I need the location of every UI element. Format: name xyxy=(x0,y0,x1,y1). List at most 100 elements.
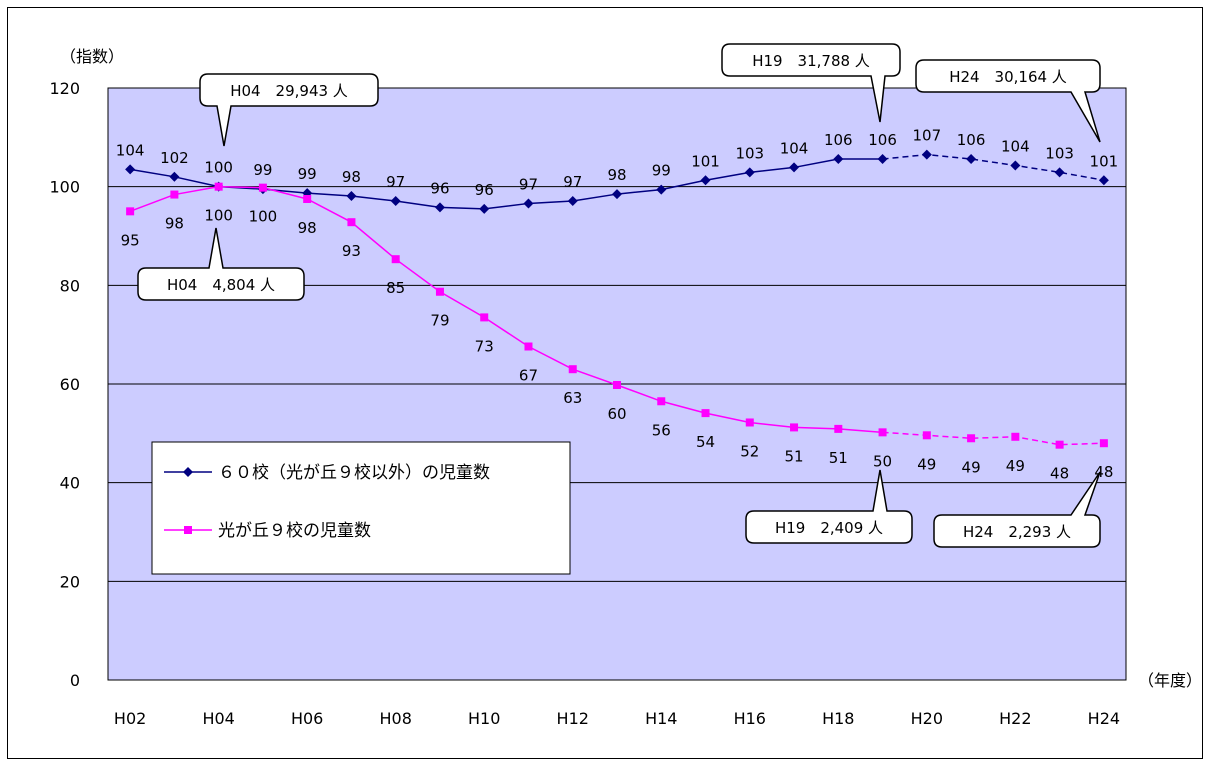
callout: H19 31,788 人 xyxy=(721,43,901,123)
series-1-point xyxy=(479,203,490,214)
callout-text: H19 31,788 人 xyxy=(752,52,870,70)
x-tick-label: H02 xyxy=(114,709,146,728)
data-label: 98 xyxy=(342,168,361,186)
legend-marker-diamond xyxy=(183,467,193,477)
x-tick-label: H18 xyxy=(822,709,854,728)
series-1-point xyxy=(744,167,755,178)
legend-series-1: ６０校（光が丘９校以外）の児童数 xyxy=(218,463,490,483)
series-2-point xyxy=(258,183,267,192)
legend-series-2: 光が丘９校の児童数 xyxy=(218,521,371,541)
data-label: 98 xyxy=(607,166,626,184)
x-tick-label: H14 xyxy=(645,709,677,728)
callout-text: H19 2,409 人 xyxy=(775,519,883,537)
callout: H19 2,409 人 xyxy=(745,469,913,544)
x-tick-label: H04 xyxy=(202,709,234,728)
series-2-point xyxy=(878,428,887,437)
data-label: 50 xyxy=(873,452,892,470)
x-tick-label: H08 xyxy=(380,709,412,728)
y-tick-label: 40 xyxy=(60,474,80,493)
series-2-point xyxy=(613,380,621,389)
x-axis-label: （年度） xyxy=(1138,671,1202,690)
series-1-point xyxy=(1010,160,1021,171)
data-label: 104 xyxy=(116,141,145,159)
series-1-point xyxy=(390,195,401,206)
data-label: 100 xyxy=(204,159,233,177)
data-label: 104 xyxy=(1001,137,1030,155)
series-2-point xyxy=(745,418,754,427)
series-1-point xyxy=(700,175,711,186)
data-label: 49 xyxy=(1006,457,1025,475)
data-label: 48 xyxy=(1050,465,1069,483)
series-2-point xyxy=(524,342,533,351)
series-1-line xyxy=(130,158,883,210)
data-label: 107 xyxy=(913,127,942,145)
data-label: 100 xyxy=(249,208,278,226)
x-tick-label: H22 xyxy=(999,709,1031,728)
data-label: 97 xyxy=(563,173,582,191)
series-2-point xyxy=(303,195,312,203)
series-2-point xyxy=(701,409,710,418)
data-label: 56 xyxy=(652,421,671,439)
series-2-point xyxy=(1011,432,1020,441)
callout-bubble xyxy=(745,469,913,544)
series-2-point xyxy=(967,434,976,443)
data-label: 97 xyxy=(519,175,538,193)
data-label: 51 xyxy=(784,447,803,465)
y-tick-label: 80 xyxy=(60,276,80,295)
x-tick-label: H06 xyxy=(291,709,323,728)
series-1-point xyxy=(125,164,136,175)
callout: H04 29,943 人 xyxy=(199,73,379,147)
data-label: 49 xyxy=(917,455,936,473)
legend-marker-square xyxy=(184,526,192,534)
data-label: 95 xyxy=(121,231,140,249)
data-label: 96 xyxy=(430,179,449,197)
data-label: 63 xyxy=(563,389,582,407)
callout-bubble xyxy=(915,59,1101,143)
data-label: 67 xyxy=(519,367,538,385)
series-2-point xyxy=(347,218,356,227)
series-1-point xyxy=(523,198,534,209)
data-label: 103 xyxy=(1045,144,1074,162)
callout-text: H04 4,804 人 xyxy=(167,276,275,294)
data-label: 60 xyxy=(607,405,626,423)
series-2-point xyxy=(435,287,444,296)
callout-bubble xyxy=(933,471,1101,548)
series-1-point xyxy=(833,154,844,165)
data-label: 104 xyxy=(780,139,809,157)
data-label: 99 xyxy=(298,165,317,183)
x-tick-label: H20 xyxy=(911,709,943,728)
data-label: 79 xyxy=(430,312,449,330)
series-2-point xyxy=(922,431,931,440)
series-1-point xyxy=(1054,167,1065,178)
data-label: 99 xyxy=(253,161,272,179)
data-label: 93 xyxy=(342,242,361,260)
series-2-point xyxy=(391,255,400,264)
series-2-line-projected xyxy=(882,431,1104,446)
series-1-point xyxy=(656,184,667,195)
y-tick-label: 100 xyxy=(49,178,80,197)
data-label: 97 xyxy=(386,173,405,191)
data-label: 98 xyxy=(165,215,184,233)
callout-bubble xyxy=(199,73,379,147)
y-tick-label: 0 xyxy=(70,671,80,690)
data-label: 103 xyxy=(735,144,764,162)
legend: ６０校（光が丘９校以外）の児童数 光が丘９校の児童数 xyxy=(151,441,571,575)
series-1-point xyxy=(921,149,932,160)
data-label: 106 xyxy=(868,131,897,149)
data-label: 106 xyxy=(957,131,986,149)
data-label: 52 xyxy=(740,442,759,460)
x-tick-label: H24 xyxy=(1088,709,1120,728)
data-label: 106 xyxy=(824,131,853,149)
series-2-line xyxy=(129,185,883,434)
data-label: 73 xyxy=(475,337,494,355)
series-1-point xyxy=(877,154,888,165)
callout: H24 30,164 人 xyxy=(915,59,1101,143)
data-label: 99 xyxy=(652,162,671,180)
data-label: 54 xyxy=(696,433,715,451)
x-tick-label: H16 xyxy=(734,709,766,728)
x-tick-label: H12 xyxy=(557,709,589,728)
series-1-line-projected xyxy=(882,153,1105,181)
series-1-point xyxy=(789,162,800,173)
y-tick-label: 60 xyxy=(60,375,80,394)
